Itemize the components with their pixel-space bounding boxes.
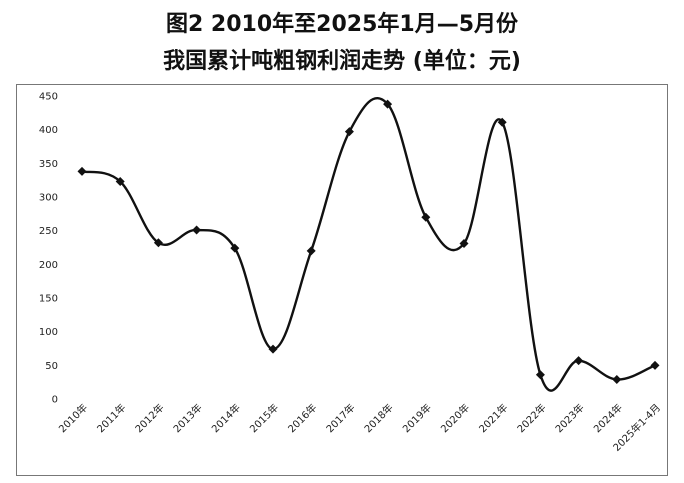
x-tick-label-14: 2024年 (591, 401, 625, 435)
x-tick-label-1: 2011年 (94, 401, 128, 435)
y-tick-label-50: 50 (45, 361, 58, 372)
y-tick-label-450: 450 (39, 92, 58, 103)
x-tick-label-0: 2010年 (56, 401, 90, 435)
x-tick-label-3: 2013年 (170, 401, 204, 435)
x-tick-label-5: 2015年 (247, 401, 281, 435)
data-point-7 (344, 127, 354, 137)
y-tick-label-200: 200 (39, 260, 58, 271)
y-tick-label-100: 100 (39, 327, 58, 338)
x-tick-label-7: 2017年 (323, 401, 357, 435)
x-tick-label-2: 2012年 (132, 401, 166, 435)
x-tick-label-10: 2020年 (438, 401, 472, 435)
y-tick-label-250: 250 (39, 226, 58, 237)
chart-title-line-2: 我国累计吨粗钢利润走势 (单位：元) (163, 49, 521, 74)
y-tick-label-300: 300 (39, 193, 58, 204)
y-tick-label-400: 400 (39, 125, 58, 136)
data-point-1 (115, 177, 125, 187)
chart-frame (16, 84, 668, 476)
x-tick-label-8: 2018年 (361, 401, 395, 435)
data-point-4 (230, 243, 240, 253)
y-tick-label-0: 0 (52, 395, 58, 406)
x-tick-label-4: 2014年 (209, 401, 243, 435)
data-point-9 (421, 212, 431, 222)
x-tick-label-9: 2019年 (400, 401, 434, 435)
data-point-6 (306, 246, 316, 256)
x-tick-label-12: 2022年 (514, 401, 548, 435)
x-tick-label-11: 2021年 (476, 401, 510, 435)
data-point-5 (268, 344, 278, 354)
data-point-11 (497, 117, 507, 127)
data-point-15 (650, 360, 660, 370)
y-tick-label-350: 350 (39, 159, 58, 170)
x-tick-label-13: 2023年 (552, 401, 586, 435)
data-point-10 (459, 238, 469, 248)
chart-title-line-1: 图2 2010年至2025年1月—5月份 (165, 12, 519, 37)
data-point-0 (77, 166, 87, 176)
data-point-2 (153, 238, 163, 248)
data-point-8 (383, 99, 393, 109)
data-point-14 (612, 374, 622, 384)
x-tick-label-6: 2016年 (285, 401, 319, 435)
data-point-3 (192, 225, 202, 235)
y-tick-label-150: 150 (39, 294, 58, 305)
data-point-13 (574, 356, 584, 366)
series-line (81, 97, 656, 392)
data-point-12 (535, 370, 545, 380)
